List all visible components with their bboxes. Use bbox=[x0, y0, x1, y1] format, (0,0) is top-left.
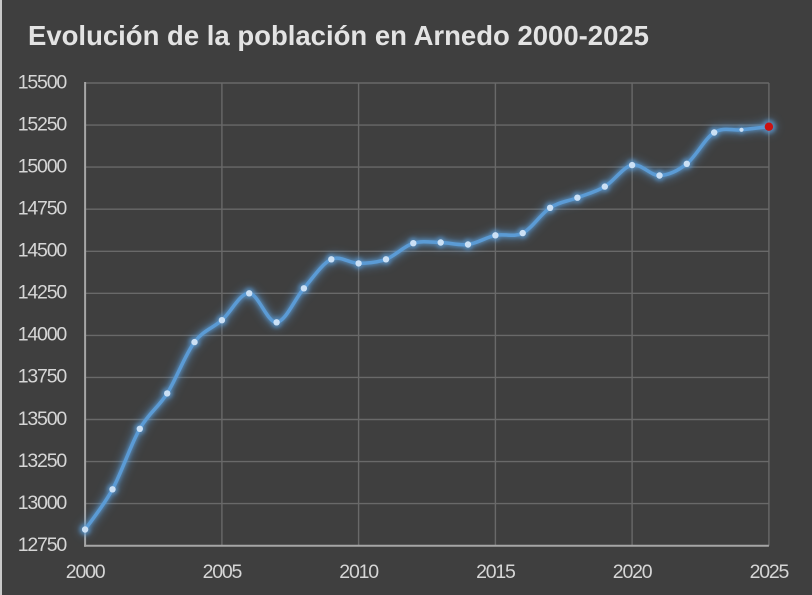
svg-text:12750: 12750 bbox=[18, 534, 68, 556]
svg-text:2015: 2015 bbox=[476, 561, 516, 583]
svg-text:Evolución de la población en A: Evolución de la población en Arnedo 2000… bbox=[28, 20, 649, 51]
svg-text:13500: 13500 bbox=[18, 408, 68, 430]
svg-text:15500: 15500 bbox=[18, 71, 68, 93]
svg-text:2020: 2020 bbox=[613, 561, 653, 583]
svg-text:14250: 14250 bbox=[18, 282, 68, 304]
svg-text:15000: 15000 bbox=[18, 155, 68, 177]
svg-text:2010: 2010 bbox=[339, 561, 379, 583]
svg-text:14000: 14000 bbox=[18, 324, 68, 346]
svg-text:13750: 13750 bbox=[18, 366, 68, 388]
svg-text:2005: 2005 bbox=[203, 561, 243, 583]
svg-text:2000: 2000 bbox=[66, 561, 106, 583]
svg-text:13000: 13000 bbox=[18, 492, 68, 514]
svg-text:13250: 13250 bbox=[18, 450, 68, 472]
svg-text:2025: 2025 bbox=[750, 561, 790, 583]
svg-text:14500: 14500 bbox=[18, 240, 68, 262]
svg-text:14750: 14750 bbox=[18, 198, 68, 220]
svg-text:15250: 15250 bbox=[18, 113, 68, 135]
